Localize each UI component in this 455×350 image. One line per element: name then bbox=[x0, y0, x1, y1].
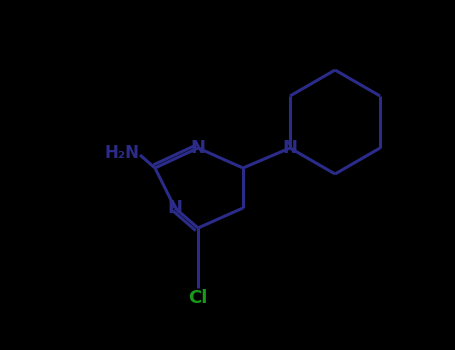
Text: N: N bbox=[283, 139, 298, 157]
Text: N: N bbox=[167, 199, 182, 217]
Text: H₂N: H₂N bbox=[105, 144, 140, 162]
Text: N: N bbox=[191, 139, 206, 157]
Text: Cl: Cl bbox=[188, 289, 207, 307]
